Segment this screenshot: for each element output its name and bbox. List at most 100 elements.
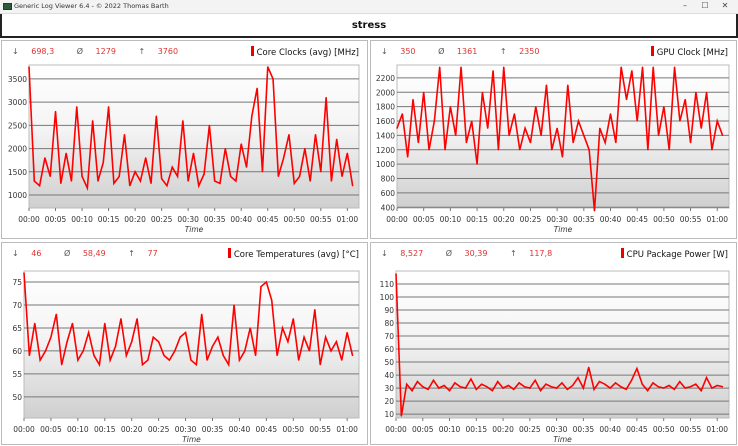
data-point [652, 66, 654, 68]
data-point [82, 350, 84, 352]
data-point [455, 134, 457, 137]
data-point [636, 367, 638, 370]
data-point [551, 149, 553, 151]
data-point [179, 336, 181, 338]
data-point [198, 185, 200, 187]
data-point [341, 175, 343, 178]
data-point [184, 331, 187, 334]
data-point [190, 359, 192, 361]
x-tick-label: 00:40 [230, 215, 252, 224]
x-tick-label: 00:25 [151, 215, 173, 224]
data-point [593, 210, 596, 212]
data-point [535, 106, 537, 108]
data-point [125, 354, 127, 357]
minimize-button[interactable]: – [683, 1, 687, 10]
data-point [161, 178, 163, 180]
x-tick-label: 00:10 [71, 215, 93, 224]
data-point [71, 322, 74, 324]
data-point [454, 382, 456, 384]
data-point [545, 383, 547, 385]
data-point [529, 142, 532, 144]
core-temperatures-plot[interactable]: 50 55 60 65 70 75 00:00 00:05 00:10 00:15 00:20 00:… [2, 243, 369, 446]
data-point [497, 149, 500, 151]
data-point [341, 359, 343, 361]
data-point [61, 364, 63, 366]
core-clocks-plot[interactable]: 1000 1500 2000 2500 3000 3500 00:00 00:05 00:10 0… [2, 41, 369, 240]
data-point [131, 341, 133, 343]
data-point [630, 379, 633, 381]
data-point [582, 387, 584, 389]
data-point [588, 366, 590, 368]
y-tick-label: 1500 [8, 168, 27, 177]
data-point [444, 149, 446, 151]
data-point [98, 364, 101, 366]
data-point [641, 383, 643, 385]
x-tick-label: 00:50 [282, 425, 304, 434]
data-point [657, 386, 659, 388]
x-tick-label: 00:05 [413, 215, 435, 224]
x-tick-label: 00:45 [257, 215, 279, 224]
x-tick-label: 00:40 [600, 215, 622, 224]
data-point [107, 106, 110, 108]
data-point [598, 380, 601, 383]
y-tick-label: 80 [384, 319, 394, 328]
data-point [689, 142, 692, 144]
data-point [308, 350, 311, 352]
data-point [721, 386, 724, 388]
data-point [276, 354, 278, 357]
data-point [567, 84, 569, 86]
data-point [615, 142, 617, 144]
plot-area [395, 270, 730, 419]
data-point [28, 66, 30, 68]
data-point [427, 388, 429, 390]
data-point [145, 157, 147, 159]
data-point [604, 142, 606, 144]
data-point [163, 354, 165, 357]
data-point [412, 98, 414, 101]
close-button[interactable]: ✕ [721, 1, 729, 10]
data-point [44, 350, 47, 352]
data-point [470, 378, 472, 380]
data-point [705, 91, 708, 93]
y-tick-label: 70 [12, 301, 22, 310]
x-tick-label: 00:00 [385, 425, 407, 434]
data-point [267, 66, 269, 68]
y-tick-label: 100 [380, 293, 395, 302]
x-axis-label: Time [554, 225, 573, 234]
data-point [150, 182, 152, 184]
x-tick-label: 01:00 [706, 215, 728, 224]
y-tick-label: 1000 [8, 191, 27, 200]
data-point [695, 91, 697, 93]
data-point [416, 380, 419, 383]
data-point [44, 157, 46, 159]
data-point [545, 84, 548, 86]
data-point [81, 175, 83, 178]
data-point [336, 138, 338, 140]
data-point [465, 142, 467, 144]
x-tick-label: 00:00 [18, 215, 40, 224]
data-point [716, 384, 718, 387]
data-point [513, 113, 516, 115]
data-point [716, 120, 718, 122]
data-point [668, 149, 670, 151]
cpu-package-power-plot[interactable]: 10 20 30 40 50 60 70 80 90 100 110 00:00 00:05 00:10 0… [371, 243, 738, 446]
max-stat: ↑ 3760 [138, 47, 179, 56]
data-point [77, 359, 79, 361]
data-point [203, 173, 205, 175]
x-tick-label: 00:35 [573, 215, 595, 224]
core-temperatures-chart: ↓ 46 Ø 58,49 ↑ 77 Core Temperatures (avg… [1, 242, 368, 445]
x-tick-label: 01:00 [336, 425, 358, 434]
y-tick-label: 110 [380, 280, 395, 289]
data-point [523, 386, 526, 388]
data-point [684, 98, 686, 101]
y-tick-label: 1000 [376, 160, 395, 169]
data-point [171, 166, 173, 168]
data-point [206, 359, 208, 361]
legend: Core Clocks (avg) [MHz] [250, 46, 359, 58]
y-tick-label: 1600 [376, 117, 395, 126]
gpu-clock-plot[interactable]: 400 600 800 1000 1200 1400 1600 1800 2000 2200 00:… [371, 41, 738, 240]
data-point [550, 386, 552, 388]
legend-swatch [620, 248, 624, 258]
data-point [652, 382, 654, 384]
maximize-button[interactable]: ☐ [701, 1, 709, 10]
